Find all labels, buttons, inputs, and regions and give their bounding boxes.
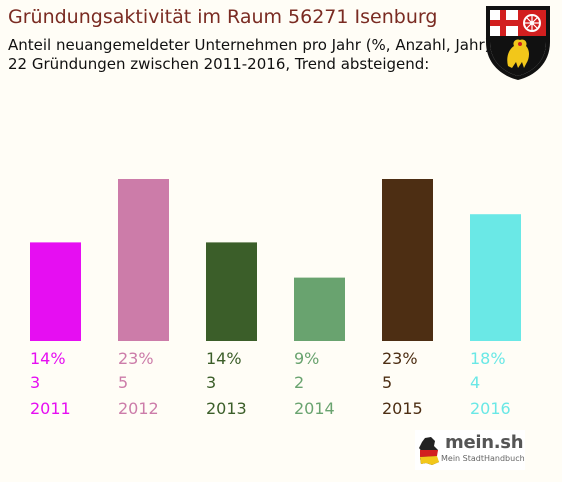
year-label-2015: 2015: [382, 399, 423, 418]
bar-2011: [30, 242, 81, 341]
percent-label-2011: 14%: [30, 349, 66, 368]
chart-title: Gründungsaktivität im Raum 56271 Isenbur…: [8, 6, 438, 28]
year-label-2013: 2013: [206, 399, 247, 418]
percent-label-2015: 23%: [382, 349, 418, 368]
count-label-2011: 3: [30, 373, 40, 392]
year-label-2016: 2016: [470, 399, 511, 418]
percent-label-2012: 23%: [118, 349, 154, 368]
germany-map-icon: [419, 437, 439, 465]
subtitle-line-2: 22 Gründungen zwischen 2011-2016, Trend …: [8, 55, 430, 73]
count-label-2016: 4: [470, 373, 480, 392]
count-label-2012: 5: [118, 373, 128, 392]
count-label-2015: 5: [382, 373, 392, 392]
logo-name: mein.sh: [445, 432, 524, 453]
chart-subtitle: Anteil neuangemeldeter Unternehmen pro J…: [8, 36, 491, 74]
percent-label-2014: 9%: [294, 349, 319, 368]
year-label-2014: 2014: [294, 399, 335, 418]
bar-2016: [470, 214, 521, 341]
subtitle-line-1: Anteil neuangemeldeter Unternehmen pro J…: [8, 36, 491, 54]
bar-2013: [206, 242, 257, 341]
year-label-2011: 2011: [30, 399, 71, 418]
year-label-2012: 2012: [118, 399, 159, 418]
count-label-2013: 3: [206, 373, 216, 392]
percent-label-2016: 18%: [470, 349, 506, 368]
rhineland-palatinate-coat-of-arms-icon: [486, 6, 550, 80]
percent-label-2013: 14%: [206, 349, 242, 368]
mein-sh-logo: mein.sh Mein StadtHandbuch: [415, 430, 525, 470]
count-label-2014: 2: [294, 373, 304, 392]
bar-2014: [294, 277, 345, 341]
logo-tagline: Mein StadtHandbuch: [441, 454, 525, 463]
bar-2012: [118, 179, 169, 341]
bar-2015: [382, 179, 433, 341]
